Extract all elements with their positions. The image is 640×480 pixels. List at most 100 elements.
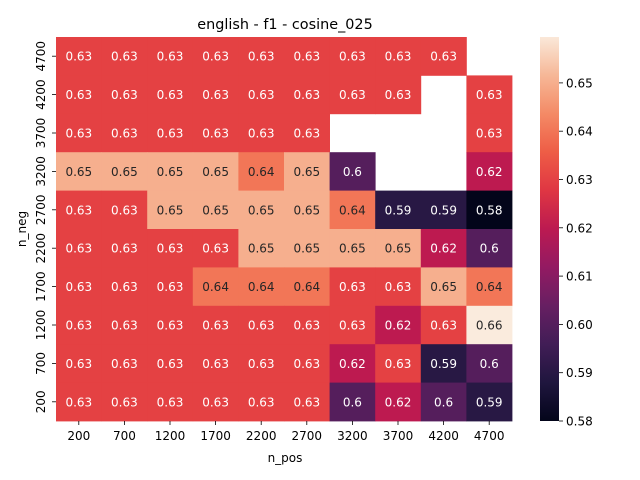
y-tick-label: 3700	[34, 118, 48, 149]
cell-value-label: 0.59	[430, 203, 457, 217]
heatmap-cell	[238, 75, 285, 115]
heatmap-cell	[101, 382, 148, 422]
cell-value-label: 0.63	[248, 50, 275, 64]
heatmap-cell	[192, 229, 239, 268]
cell-value-label: 0.63	[202, 357, 229, 371]
heatmap-cell	[238, 382, 285, 422]
y-tick-label: 1700	[34, 271, 48, 302]
cell-value-label: 0.63	[385, 50, 412, 64]
cell-value-label: 0.59	[430, 357, 457, 371]
cell-value-label: 0.63	[202, 127, 229, 141]
heatmap-cell	[147, 267, 194, 307]
cell-value-label: 0.63	[202, 395, 229, 409]
heatmap-cell	[101, 190, 148, 230]
heatmap-cell	[147, 229, 194, 268]
heatmap-cell	[420, 382, 467, 422]
colorbar-tick-label: 0.64	[566, 125, 593, 139]
x-tick-label: 1700	[200, 429, 231, 443]
heatmap-cell	[147, 113, 194, 153]
heatmap-cell	[192, 190, 239, 230]
y-tick-label: 200	[34, 390, 48, 413]
cell-value-label: 0.62	[385, 395, 412, 409]
cell-value-label: 0.65	[202, 203, 229, 217]
heatmap-cell	[420, 37, 467, 76]
heatmap-cell	[284, 37, 330, 76]
cell-value-label: 0.63	[248, 127, 275, 141]
cell-value-label: 0.63	[65, 242, 92, 256]
x-tick-label: 700	[113, 429, 136, 443]
heatmap-cell	[192, 344, 239, 383]
cell-value-label: 0.6	[343, 395, 362, 409]
heatmap-cell	[238, 267, 285, 307]
cell-value-label: 0.63	[111, 357, 138, 371]
cell-value-label: 0.64	[248, 165, 275, 179]
heatmap-cell	[466, 113, 513, 153]
colorbar-tick-label: 0.62	[566, 221, 593, 235]
y-axis-ticks: 4700 4200 3700 3200 2700 2200 1700 1200 700 200	[34, 41, 56, 413]
heatmap-cells: 0.63 0.63 0.63 0.63 0.63 0.63 0.63 0.63 0.63 0.63…	[56, 37, 513, 422]
cell-value-label: 0.59	[476, 395, 503, 409]
heatmap-cell	[329, 152, 376, 191]
cell-value-label: 0.59	[385, 203, 412, 217]
cell-value-label: 0.62	[430, 242, 457, 256]
cell-value-label: 0.63	[65, 280, 92, 294]
cell-value-label: 0.65	[293, 242, 320, 256]
heatmap-cell	[329, 382, 376, 422]
heatmap-cell	[101, 344, 148, 383]
cell-value-label: 0.64	[339, 203, 366, 217]
cell-value-label: 0.6	[343, 165, 362, 179]
cell-value-label: 0.63	[385, 88, 412, 102]
heatmap-cell	[147, 344, 194, 383]
heatmap-cell	[329, 305, 376, 345]
y-tick-label: 4200	[34, 79, 48, 110]
cell-value-label: 0.63	[339, 319, 366, 333]
heatmap-cell	[466, 75, 513, 115]
x-tick-label: 2700	[292, 429, 323, 443]
heatmap-cell	[56, 305, 102, 345]
heatmap-cell	[284, 229, 330, 268]
cell-value-label: 0.63	[111, 203, 138, 217]
cell-value-label: 0.63	[248, 395, 275, 409]
cell-value-label: 0.63	[476, 127, 503, 141]
cell-value-label: 0.65	[202, 165, 229, 179]
x-tick-label: 1200	[155, 429, 186, 443]
heatmap-cell	[329, 229, 376, 268]
heatmap-cell	[238, 190, 285, 230]
heatmap-cell	[147, 382, 194, 422]
heatmap-cell	[375, 229, 422, 268]
heatmap-cell	[101, 305, 148, 345]
heatmap-cell	[420, 267, 467, 307]
heatmap-cell	[329, 75, 376, 115]
colorbar-tick-label: 0.60	[566, 318, 593, 332]
heatmap-cell	[284, 75, 330, 115]
cell-value-label: 0.63	[65, 127, 92, 141]
heatmap-cell	[420, 305, 467, 345]
cell-value-label: 0.65	[293, 165, 320, 179]
x-tick-label: 200	[67, 429, 90, 443]
heatmap-cell	[329, 267, 376, 307]
cell-value-label: 0.64	[293, 280, 320, 294]
heatmap-cell	[284, 152, 330, 191]
heatmap-cell	[192, 75, 239, 115]
cell-value-label: 0.63	[157, 50, 184, 64]
heatmap-cell	[238, 305, 285, 345]
heatmap-cell	[56, 113, 102, 153]
heatmap-cell	[56, 75, 102, 115]
cell-value-label: 0.65	[157, 165, 184, 179]
y-tick-label: 2200	[34, 233, 48, 264]
y-tick-label: 700	[34, 352, 48, 375]
cell-value-label: 0.63	[157, 88, 184, 102]
heatmap-cell	[466, 305, 513, 345]
colorbar-tick-label: 0.59	[566, 366, 593, 380]
heatmap-cell	[192, 382, 239, 422]
heatmap-cell	[238, 37, 285, 76]
cell-value-label: 0.6	[480, 357, 499, 371]
heatmap-cell	[147, 152, 194, 191]
heatmap-cell	[192, 37, 239, 76]
x-tick-label: 4200	[428, 429, 459, 443]
heatmap-cell	[284, 267, 330, 307]
heatmap-cell	[56, 267, 102, 307]
cell-value-label: 0.63	[65, 203, 92, 217]
heatmap-cell	[375, 267, 422, 307]
